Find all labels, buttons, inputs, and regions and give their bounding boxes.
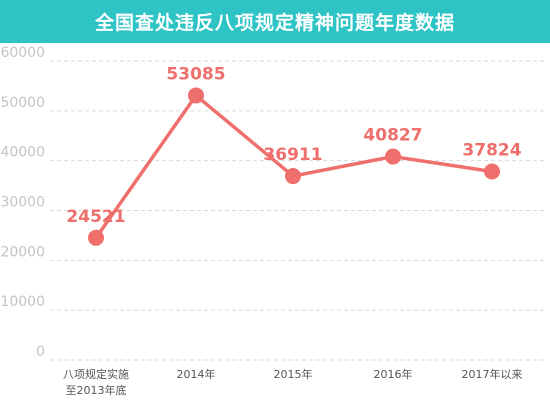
chart-title: 全国查处违反八项规定精神问题年度数据 bbox=[94, 12, 455, 34]
data-label-0: 24521 bbox=[66, 207, 125, 227]
data-label-2: 36911 bbox=[263, 145, 322, 165]
x-tick-label-0: 八项规定实施至2013年底 bbox=[63, 367, 129, 397]
y-tick-label-0: 0 bbox=[36, 344, 45, 360]
x-tick-label-2: 2015年 bbox=[274, 367, 313, 381]
series-line-0 bbox=[94, 93, 494, 240]
x-tick-label-1: 2014年 bbox=[177, 367, 216, 381]
data-point-2 bbox=[285, 168, 301, 185]
y-tick-label-60000: 60000 bbox=[0, 45, 45, 61]
data-point-0 bbox=[88, 229, 104, 246]
y-tick-label-40000: 40000 bbox=[0, 145, 45, 161]
y-tick-label-10000: 10000 bbox=[0, 294, 45, 310]
data-point-4 bbox=[484, 163, 500, 180]
data-point-3 bbox=[385, 148, 401, 165]
data-label-1: 53085 bbox=[166, 64, 225, 84]
data-point-1 bbox=[188, 87, 204, 104]
chart-title-bar: 全国查处违反八项规定精神问题年度数据 bbox=[0, 0, 550, 43]
data-label-3: 40827 bbox=[363, 126, 422, 146]
y-tick-label-20000: 20000 bbox=[0, 244, 45, 260]
x-tick-label-4: 2017年以来 bbox=[462, 367, 523, 381]
x-tick-label-3: 2016年 bbox=[374, 367, 413, 381]
y-tick-label-50000: 50000 bbox=[0, 95, 45, 111]
data-label-4: 37824 bbox=[462, 141, 521, 161]
y-tick-label-30000: 30000 bbox=[0, 195, 45, 211]
